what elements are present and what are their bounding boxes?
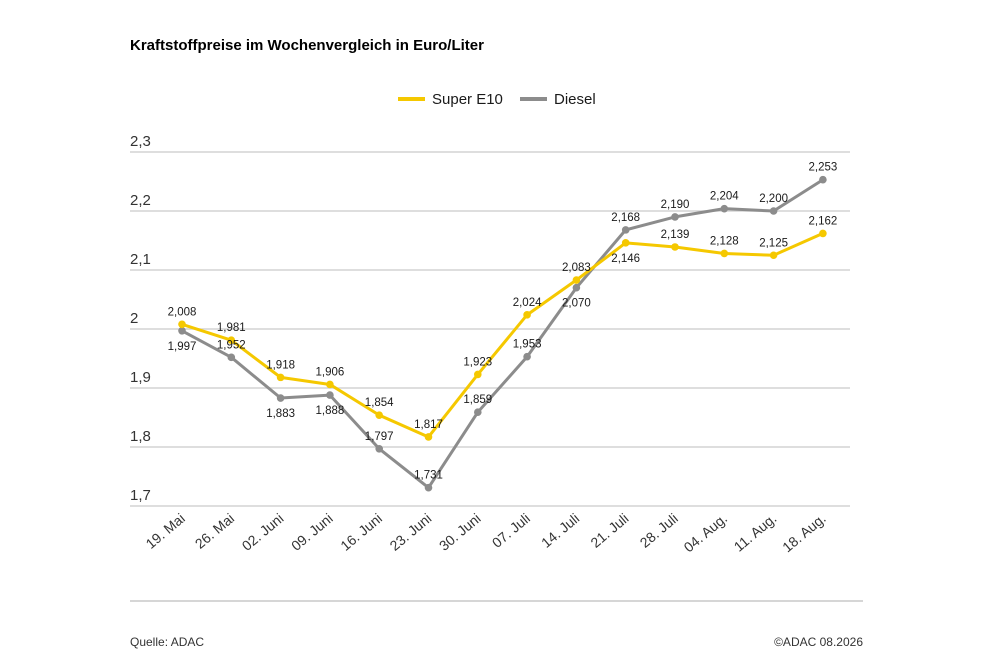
data-label-diesel: 1,883 bbox=[266, 408, 295, 420]
data-point-super-e10 bbox=[474, 370, 482, 379]
data-labels: 2,008 1,981 1,918 1,906 1,854 1,817 1,923 2,024… bbox=[168, 162, 838, 482]
source-note: Quelle: ADAC bbox=[130, 635, 204, 649]
data-label-super-e10: 1,906 bbox=[316, 366, 345, 378]
data-label-super-e10: 1,817 bbox=[414, 419, 443, 431]
data-point-super-e10 bbox=[424, 433, 433, 441]
data-point-diesel bbox=[769, 207, 778, 215]
legend-label-diesel: Diesel bbox=[554, 91, 596, 108]
data-point-diesel bbox=[720, 204, 729, 213]
x-tick-label: 30. Juni bbox=[436, 510, 484, 554]
data-point-diesel bbox=[671, 213, 679, 221]
x-tick-label: 21. Juli bbox=[587, 510, 631, 551]
data-point-diesel bbox=[523, 352, 531, 361]
data-point-diesel bbox=[621, 226, 630, 234]
data-label-super-e10: 1,981 bbox=[217, 322, 246, 334]
data-label-super-e10: 1,918 bbox=[266, 359, 295, 371]
data-point-diesel bbox=[276, 394, 285, 402]
x-tick-label: 07. Juli bbox=[489, 510, 533, 551]
data-label-diesel: 1,997 bbox=[168, 341, 197, 353]
series-line-diesel bbox=[180, 178, 825, 490]
x-tick-label: 28. Juli bbox=[637, 510, 681, 551]
data-point-super-e10 bbox=[720, 249, 729, 258]
x-tick-label: 11. Aug. bbox=[731, 510, 780, 555]
data-point-diesel bbox=[227, 353, 236, 362]
data-point-diesel bbox=[474, 408, 482, 416]
data-point-super-e10 bbox=[523, 311, 531, 319]
data-point-super-e10 bbox=[572, 276, 581, 284]
data-label-diesel: 1,953 bbox=[513, 339, 542, 351]
data-point-super-e10 bbox=[621, 239, 630, 247]
grid bbox=[130, 151, 850, 507]
data-point-super-e10 bbox=[227, 336, 236, 345]
data-label-diesel: 1,859 bbox=[463, 394, 492, 406]
y-tick-label: 2 bbox=[130, 310, 138, 327]
data-point-super-e10 bbox=[178, 320, 186, 329]
data-label-super-e10: 2,139 bbox=[661, 229, 690, 241]
data-point-super-e10 bbox=[671, 243, 679, 251]
x-tick-label: 02. Juni bbox=[239, 510, 287, 554]
series-line-super-e10 bbox=[180, 231, 825, 439]
data-label-diesel: 2,070 bbox=[562, 298, 591, 310]
data-point-diesel bbox=[326, 391, 334, 399]
data-label-diesel: 2,168 bbox=[611, 212, 640, 224]
data-label-diesel: 2,190 bbox=[661, 199, 690, 211]
data-point-diesel bbox=[572, 283, 581, 292]
data-label-super-e10: 1,854 bbox=[365, 397, 394, 409]
data-point-super-e10 bbox=[326, 380, 334, 389]
data-point-super-e10 bbox=[276, 373, 285, 382]
data-label-diesel: 2,204 bbox=[710, 191, 739, 203]
x-tick-label: 26. Mai bbox=[192, 510, 237, 552]
data-label-super-e10: 2,125 bbox=[759, 237, 788, 249]
data-point-diesel bbox=[819, 175, 827, 184]
data-label-super-e10: 2,128 bbox=[710, 235, 739, 247]
data-label-diesel: 1,731 bbox=[414, 470, 443, 482]
y-tick-label: 1,7 bbox=[130, 487, 151, 504]
data-point-diesel bbox=[375, 444, 384, 453]
data-label-diesel: 2,253 bbox=[809, 162, 838, 174]
data-label-super-e10: 2,024 bbox=[513, 297, 542, 309]
data-label-super-e10: 2,146 bbox=[611, 253, 640, 265]
x-axis-ticks: 19. Mai 26. Mai 02. Juni 09. Juni 16. Juni 23… bbox=[142, 510, 828, 555]
data-point-diesel bbox=[178, 326, 186, 335]
legend: Super E10 Diesel bbox=[398, 91, 596, 108]
y-tick-label: 2,3 bbox=[130, 133, 151, 150]
y-tick-label: 1,8 bbox=[130, 428, 151, 445]
y-tick-label: 1,9 bbox=[130, 369, 151, 386]
x-tick-label: 19. Mai bbox=[142, 510, 187, 552]
data-label-diesel: 1,952 bbox=[217, 339, 246, 351]
data-label-super-e10: 2,008 bbox=[168, 306, 197, 318]
data-label-diesel: 1,888 bbox=[316, 405, 345, 417]
data-point-super-e10 bbox=[375, 411, 384, 419]
x-tick-label: 18. Aug. bbox=[779, 510, 829, 555]
x-tick-label: 14. Juli bbox=[538, 510, 582, 551]
data-label-diesel: 2,200 bbox=[759, 193, 788, 205]
copyright-note: ©ADAC 08.2026 bbox=[774, 635, 863, 649]
data-point-super-e10 bbox=[769, 251, 778, 260]
data-label-super-e10: 2,162 bbox=[809, 215, 838, 227]
data-label-diesel: 1,797 bbox=[365, 431, 394, 443]
legend-label-super-e10: Super E10 bbox=[432, 91, 503, 108]
data-point-super-e10 bbox=[819, 229, 827, 238]
data-point-diesel bbox=[424, 483, 433, 492]
x-tick-label: 16. Juni bbox=[337, 510, 385, 554]
chart-title: Kraftstoffpreise im Wochenvergleich in E… bbox=[130, 37, 484, 54]
data-label-super-e10: 2,083 bbox=[562, 262, 591, 274]
x-tick-label: 04. Aug. bbox=[681, 510, 731, 555]
series bbox=[178, 175, 827, 492]
x-tick-label: 09. Juni bbox=[288, 510, 336, 554]
y-axis-ticks: 1,7 1,8 1,9 2 2,1 2,2 2,3 bbox=[130, 133, 151, 504]
data-label-super-e10: 1,923 bbox=[463, 356, 492, 368]
y-tick-label: 2,1 bbox=[130, 251, 151, 268]
x-tick-label: 23. Juni bbox=[387, 510, 435, 554]
y-tick-label: 2,2 bbox=[130, 192, 151, 209]
